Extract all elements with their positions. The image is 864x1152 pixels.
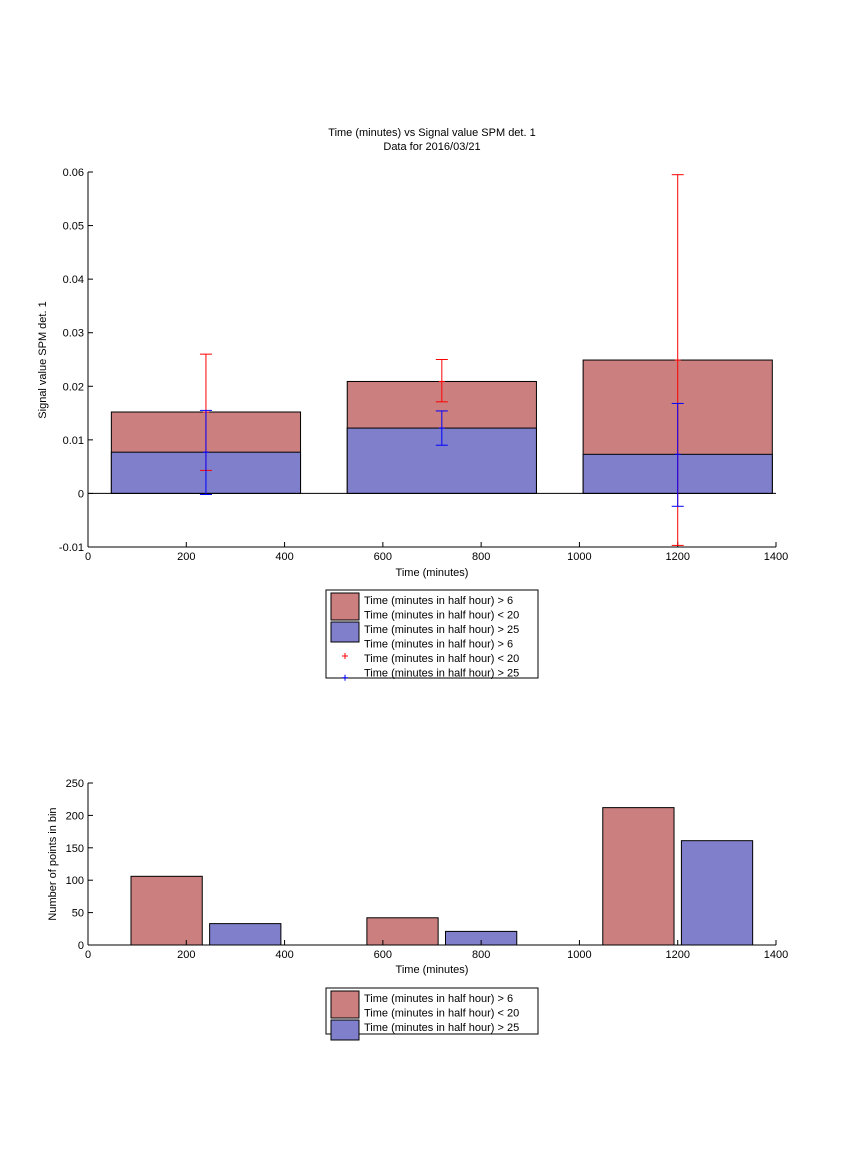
legend-swatch xyxy=(330,990,360,1019)
legend-label: Time (minutes in half hour) < 20 xyxy=(364,653,519,665)
axes: 0 200 400 600 800 1000 1200 1400 0 50 100 150 200 250 xyxy=(66,778,789,961)
legend-box xyxy=(325,987,539,1035)
y-tick-label: 0.04 xyxy=(63,274,84,286)
x-tick-label: 1400 xyxy=(764,551,788,563)
x-tick-label: 0 xyxy=(85,949,91,961)
x-axis-label: Time (minutes) xyxy=(396,567,469,579)
signal-chart: Time (minutes) vs Signal value SPM det. … xyxy=(37,127,788,681)
x-tick-label: 800 xyxy=(472,949,490,961)
x-tick-label: 200 xyxy=(177,551,195,563)
y-tick-label: 0 xyxy=(78,488,84,500)
y-tick-label: 0.03 xyxy=(63,328,84,340)
x-tick-label: 0 xyxy=(85,551,91,563)
legend-swatch xyxy=(330,592,360,621)
chart-title: Time (minutes) vs Signal value SPM det. … xyxy=(328,127,535,139)
legend-label: Time (minutes in half hour) > 25 xyxy=(364,624,519,636)
legend-label: Time (minutes in half hour) > 6 xyxy=(364,993,513,1005)
x-tick-label: 1200 xyxy=(665,551,689,563)
x-axis-label: Time (minutes) xyxy=(396,964,469,976)
legend: Time (minutes in half hour) > 6 Time (min… xyxy=(325,987,539,1041)
y-tick-label: 50 xyxy=(72,908,84,920)
y-tick-label: 0.05 xyxy=(63,221,84,233)
x-tick-label: 600 xyxy=(374,949,392,961)
legend-label: Time (minutes in half hour) > 25 xyxy=(364,1022,519,1034)
y-tick-label: -0.01 xyxy=(59,542,84,554)
bar xyxy=(366,917,439,946)
bars-layer xyxy=(88,359,776,494)
x-tick-label: 400 xyxy=(275,949,293,961)
y-axis-label: Signal value SPM det. 1 xyxy=(37,301,49,418)
legend-box xyxy=(325,589,539,679)
y-tick-label: 150 xyxy=(66,843,84,855)
legend-label: Time (minutes in half hour) > 25 xyxy=(364,668,519,680)
x-tick-label: 1000 xyxy=(567,949,591,961)
x-tick-label: 200 xyxy=(177,949,195,961)
bar xyxy=(680,840,754,946)
y-tick-label: 200 xyxy=(66,810,84,822)
x-tick-label: 1000 xyxy=(567,551,591,563)
legend-label: Time (minutes in half hour) > 6 xyxy=(364,595,513,607)
y-tick-label: 0.06 xyxy=(63,167,84,179)
legend-swatch xyxy=(330,1019,360,1041)
legend-label: Time (minutes in half hour) < 20 xyxy=(364,1008,519,1020)
chart-subtitle: Data for 2016/03/21 xyxy=(383,141,480,153)
bar xyxy=(602,807,675,946)
x-tick-label: 1400 xyxy=(764,949,788,961)
x-tick-label: 400 xyxy=(275,551,293,563)
x-tick-label: 1200 xyxy=(665,949,689,961)
count-chart: 0 200 400 600 800 1000 1200 1400 0 50 100 150 200 250… xyxy=(47,778,789,1041)
x-tick-label: 600 xyxy=(374,551,392,563)
legend-label: Time (minutes in half hour) > 6 xyxy=(364,639,513,651)
bars-layer xyxy=(130,807,754,946)
legend-label: Time (minutes in half hour) < 20 xyxy=(364,610,519,622)
y-axis-label: Number of points in bin xyxy=(47,807,59,920)
y-tick-label: 100 xyxy=(66,875,84,887)
y-tick-label: 0 xyxy=(78,940,84,952)
y-tick-label: 0.01 xyxy=(63,435,84,447)
axes: 0 200 400 600 800 1000 1200 1400-0.0100.010.020… xyxy=(59,167,788,563)
legend-swatch xyxy=(330,621,360,643)
legend: Time (minutes in half hour) > 6 Time (min… xyxy=(325,589,539,681)
y-tick-label: 250 xyxy=(66,778,84,790)
bar xyxy=(130,875,203,946)
bar xyxy=(209,923,282,946)
errorbars-layer xyxy=(199,174,684,546)
y-tick-label: 0.02 xyxy=(63,381,84,393)
x-tick-label: 800 xyxy=(472,551,490,563)
